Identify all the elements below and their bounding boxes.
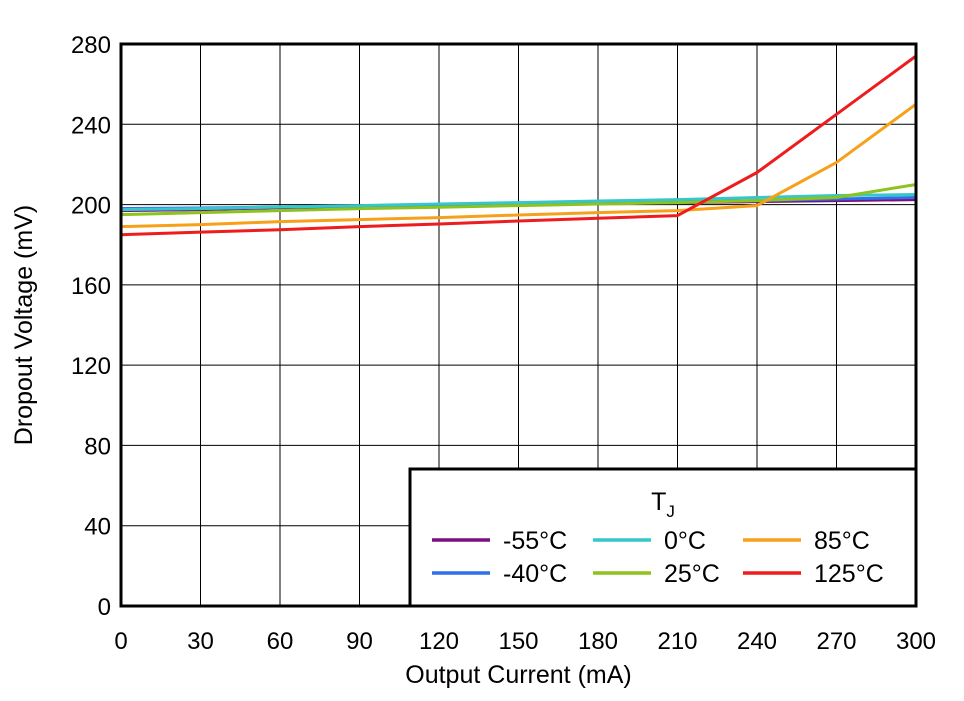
x-tick-label: 60 bbox=[267, 628, 294, 655]
legend-label: -40°C bbox=[503, 560, 567, 588]
x-tick-label: 90 bbox=[346, 628, 373, 655]
x-axis-label: Output Current (mA) bbox=[405, 661, 631, 689]
x-tick-label: 120 bbox=[419, 628, 459, 655]
y-axis-label: Dropout Voltage (mV) bbox=[10, 205, 38, 445]
x-tick-label: 0 bbox=[114, 628, 127, 655]
series-lines bbox=[120, 54, 917, 237]
x-tick-label: 150 bbox=[498, 628, 538, 655]
x-tick-label: 240 bbox=[737, 628, 777, 655]
x-tick-label: 30 bbox=[187, 628, 214, 655]
series-line bbox=[120, 183, 917, 217]
legend-title: TJ bbox=[651, 488, 675, 521]
series-line bbox=[120, 102, 917, 229]
y-tick-label: 0 bbox=[98, 594, 111, 621]
y-tick-label: 40 bbox=[84, 514, 111, 541]
legend-label: 85°C bbox=[814, 527, 870, 555]
x-tick-labels: 0 30 60 90 120 150 180 210 240 270 300 bbox=[114, 628, 936, 655]
series-line bbox=[120, 193, 917, 212]
x-tick-label: 300 bbox=[896, 628, 936, 655]
x-tick-label: 210 bbox=[657, 628, 697, 655]
y-tick-label: 160 bbox=[71, 273, 111, 300]
series-line bbox=[120, 54, 917, 237]
legend-title-main: T bbox=[651, 488, 666, 516]
legend-label: 0°C bbox=[664, 527, 706, 555]
y-tick-label: 240 bbox=[71, 112, 111, 139]
y-tick-label: 120 bbox=[71, 353, 111, 380]
x-tick-label: 180 bbox=[578, 628, 618, 655]
legend: TJ -55°C -40°C 0°C 25°C 85°C 125°C bbox=[408, 467, 918, 608]
y-tick-labels: 0 40 80 120 160 200 240 280 bbox=[71, 32, 111, 621]
y-tick-label: 200 bbox=[71, 193, 111, 220]
y-tick-label: 80 bbox=[84, 433, 111, 460]
legend-label: -55°C bbox=[503, 527, 567, 555]
legend-box bbox=[408, 467, 918, 608]
legend-label: 25°C bbox=[664, 560, 720, 588]
x-tick-label: 270 bbox=[816, 628, 856, 655]
legend-label: 125°C bbox=[814, 560, 884, 588]
y-tick-label: 280 bbox=[71, 32, 111, 59]
legend-items: -55°C -40°C 0°C 25°C 85°C 125°C bbox=[432, 527, 884, 588]
legend-title-sub: J bbox=[666, 502, 675, 521]
